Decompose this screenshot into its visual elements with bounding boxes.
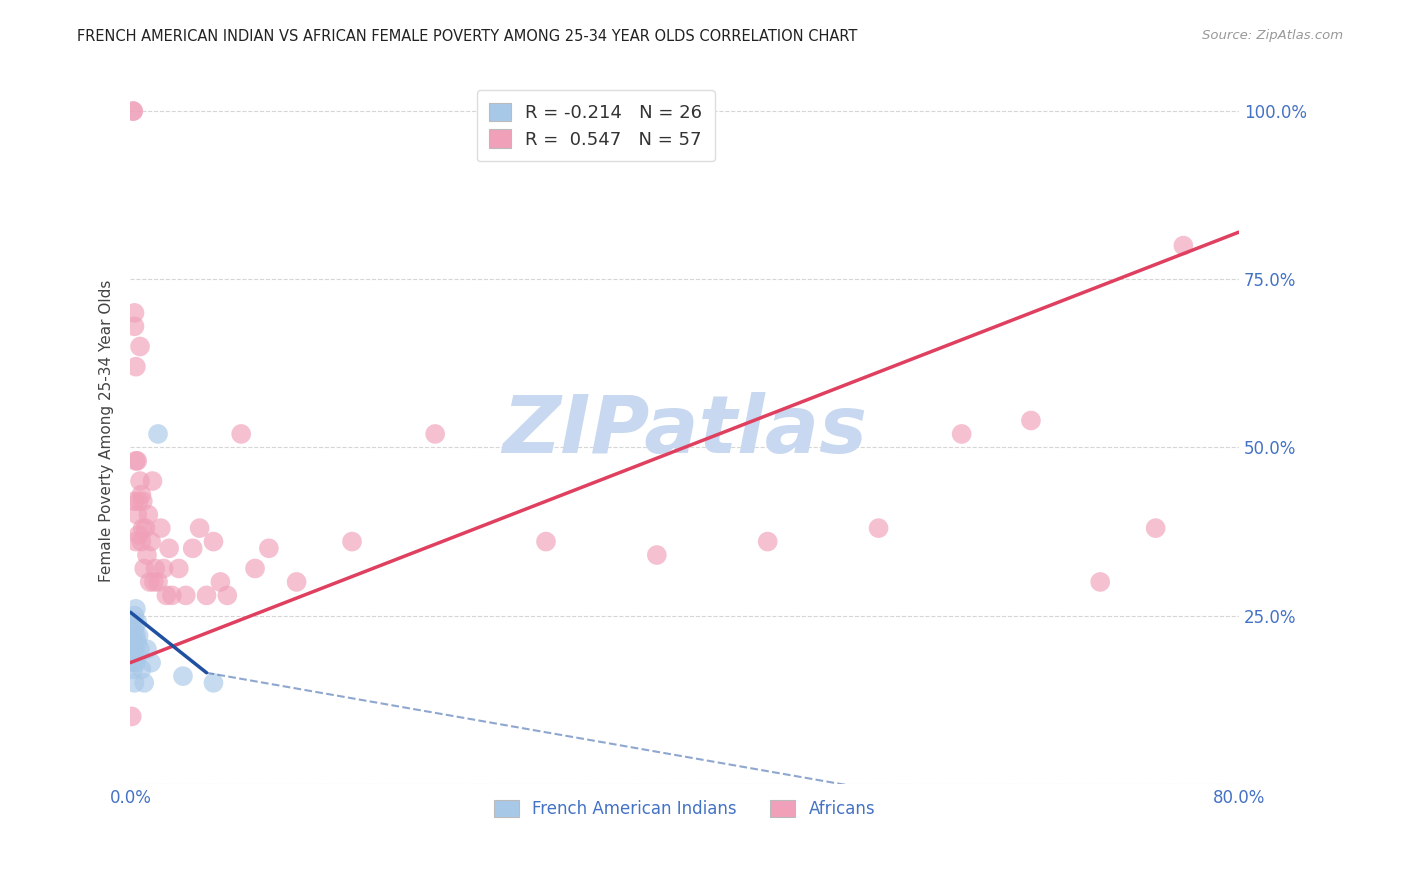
- Point: [122, 104, 145, 119]
- Point: [1144, 521, 1167, 535]
- Point: [128, 494, 150, 508]
- Point: [756, 534, 779, 549]
- Point: [122, 615, 145, 630]
- Point: [181, 541, 204, 556]
- Point: [139, 656, 162, 670]
- Point: [143, 561, 166, 575]
- Point: [125, 656, 148, 670]
- Point: [1019, 413, 1042, 427]
- Point: [155, 588, 177, 602]
- Point: [127, 648, 149, 663]
- Point: [195, 588, 218, 602]
- Point: [142, 574, 165, 589]
- Point: [138, 574, 160, 589]
- Point: [121, 656, 143, 670]
- Point: [157, 541, 180, 556]
- Text: ZIPatlas: ZIPatlas: [502, 392, 868, 469]
- Point: [124, 642, 146, 657]
- Point: [134, 561, 156, 575]
- Point: [135, 521, 157, 535]
- Point: [141, 474, 163, 488]
- Point: [122, 662, 145, 676]
- Text: Source: ZipAtlas.com: Source: ZipAtlas.com: [1202, 29, 1343, 42]
- Point: [129, 642, 152, 657]
- Point: [125, 534, 148, 549]
- Point: [127, 454, 149, 468]
- Point: [146, 574, 169, 589]
- Point: [129, 474, 152, 488]
- Point: [174, 588, 197, 602]
- Point: [131, 534, 153, 549]
- Point: [124, 676, 146, 690]
- Point: [128, 629, 150, 643]
- Point: [285, 574, 308, 589]
- Point: [122, 104, 145, 119]
- Point: [127, 508, 149, 522]
- Point: [124, 608, 146, 623]
- Point: [243, 561, 266, 575]
- Point: [125, 629, 148, 643]
- Point: [124, 319, 146, 334]
- Point: [136, 548, 159, 562]
- Point: [124, 306, 146, 320]
- Point: [131, 662, 153, 676]
- Point: [188, 521, 211, 535]
- Point: [152, 561, 174, 575]
- Legend: French American Indians, Africans: French American Indians, Africans: [488, 793, 882, 825]
- Point: [124, 622, 146, 636]
- Point: [125, 359, 148, 374]
- Point: [132, 521, 155, 535]
- Point: [209, 574, 232, 589]
- Point: [121, 709, 143, 723]
- Point: [134, 676, 156, 690]
- Point: [868, 521, 890, 535]
- Point: [139, 534, 162, 549]
- Point: [127, 615, 149, 630]
- Point: [131, 487, 153, 501]
- Point: [129, 339, 152, 353]
- Point: [122, 635, 145, 649]
- Point: [257, 541, 280, 556]
- Point: [231, 426, 253, 441]
- Point: [1090, 574, 1112, 589]
- Point: [167, 561, 190, 575]
- Point: [1173, 238, 1195, 252]
- Point: [146, 426, 169, 441]
- Point: [423, 426, 446, 441]
- Point: [340, 534, 363, 549]
- Point: [125, 454, 148, 468]
- Point: [950, 426, 973, 441]
- Point: [534, 534, 557, 549]
- Point: [172, 669, 194, 683]
- Point: [122, 648, 145, 663]
- Text: FRENCH AMERICAN INDIAN VS AFRICAN FEMALE POVERTY AMONG 25-34 YEAR OLDS CORRELATI: FRENCH AMERICAN INDIAN VS AFRICAN FEMALE…: [77, 29, 858, 44]
- Point: [124, 494, 146, 508]
- Point: [127, 635, 149, 649]
- Point: [121, 629, 143, 643]
- Point: [217, 588, 239, 602]
- Point: [138, 508, 160, 522]
- Point: [128, 528, 150, 542]
- Point: [645, 548, 668, 562]
- Point: [160, 588, 183, 602]
- Point: [149, 521, 172, 535]
- Point: [202, 676, 225, 690]
- Point: [132, 494, 155, 508]
- Point: [202, 534, 225, 549]
- Point: [136, 642, 159, 657]
- Point: [125, 602, 148, 616]
- Point: [121, 642, 143, 657]
- Y-axis label: Female Poverty Among 25-34 Year Olds: Female Poverty Among 25-34 Year Olds: [100, 279, 114, 582]
